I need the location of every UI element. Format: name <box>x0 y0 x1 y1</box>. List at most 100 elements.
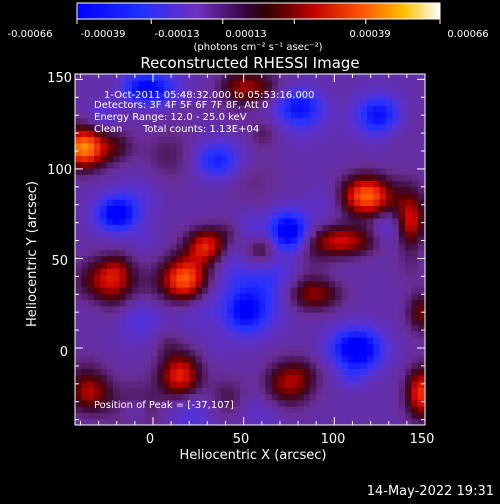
heatmap-cell <box>386 80 393 87</box>
heatmap-cell <box>176 205 184 213</box>
heatmap-cell <box>100 368 108 376</box>
plot-frame <box>74 73 426 426</box>
heatmap-cell <box>170 280 177 288</box>
heatmap-cell <box>233 374 241 382</box>
heatmap-cell <box>87 74 95 81</box>
heatmap-cell <box>341 349 349 357</box>
heatmap-cell <box>189 356 196 363</box>
heatmap-cell <box>278 255 285 263</box>
heatmap-cell <box>87 255 95 263</box>
heatmap-cell <box>328 362 336 369</box>
heatmap-cell <box>163 80 171 87</box>
heatmap-cell <box>259 412 266 420</box>
heatmap-cell <box>259 211 266 219</box>
heatmap-cell <box>373 80 381 87</box>
heatmap-cell <box>132 255 139 263</box>
heatmap-cell <box>170 86 177 94</box>
heatmap-cell <box>157 136 165 144</box>
heatmap-cell <box>284 418 292 425</box>
heatmap-cell <box>284 305 292 313</box>
heatmap-cell <box>252 124 260 131</box>
heatmap-cell <box>144 80 152 87</box>
heatmap-cell <box>81 142 89 150</box>
heatmap-cell <box>100 99 108 106</box>
heatmap-cell <box>335 399 342 407</box>
heatmap-cell <box>157 224 165 232</box>
heatmap-cell <box>354 224 362 232</box>
heatmap-cell <box>322 387 330 395</box>
heatmap-cell <box>170 174 177 181</box>
heatmap-cell <box>328 111 336 119</box>
heatmap-cell <box>100 186 108 194</box>
heatmap-cell <box>386 381 393 388</box>
heatmap-cell <box>386 74 393 81</box>
heatmap-cell <box>347 349 355 357</box>
heatmap-cell <box>208 287 216 294</box>
heatmap-cell <box>94 149 101 156</box>
heatmap-cell <box>354 362 362 369</box>
heatmap-cell <box>265 356 273 363</box>
heatmap-cell <box>113 393 120 401</box>
heatmap-cell <box>252 168 260 175</box>
heatmap-cell <box>379 337 387 344</box>
heatmap-cell <box>405 186 412 194</box>
heatmap-cell <box>201 356 209 363</box>
heatmap-cell <box>151 186 158 194</box>
heatmap-cell <box>75 249 82 257</box>
heatmap-cell <box>195 193 203 200</box>
heatmap-cell <box>379 155 387 163</box>
heatmap-cell <box>138 381 146 388</box>
heatmap-cell <box>405 243 412 250</box>
y-tick-label: 150 <box>47 71 72 86</box>
heatmap-cell <box>227 299 235 307</box>
heatmap-cell <box>265 305 273 313</box>
heatmap-cell <box>373 268 381 275</box>
heatmap-cell <box>214 161 222 169</box>
heatmap-cell <box>157 305 165 313</box>
heatmap-cell <box>341 330 349 338</box>
heatmap-cell <box>119 180 127 188</box>
heatmap-cell <box>366 337 374 344</box>
heatmap-cell <box>233 274 241 282</box>
heatmap-cell <box>335 349 342 357</box>
heatmap-cell <box>252 412 260 420</box>
heatmap-cell <box>163 249 171 257</box>
heatmap-cell <box>290 199 298 207</box>
heatmap-cell <box>119 236 127 244</box>
heatmap-cell <box>87 124 95 131</box>
heatmap-cell <box>392 199 400 207</box>
heatmap-cell <box>284 324 292 332</box>
heatmap-cell <box>411 255 419 263</box>
heatmap-cell <box>189 230 196 238</box>
heatmap-cell <box>227 86 235 94</box>
heatmap-cell <box>328 406 336 413</box>
heatmap-cell <box>157 412 165 420</box>
heatmap-cell <box>386 105 393 113</box>
heatmap-cell <box>81 249 89 257</box>
heatmap-cell <box>322 92 330 100</box>
heatmap-cell <box>392 86 400 94</box>
heatmap-cell <box>316 274 323 282</box>
heatmap-cell <box>265 255 273 263</box>
heatmap-cell <box>144 293 152 301</box>
heatmap-cell <box>176 243 184 250</box>
heatmap-cell <box>201 268 209 275</box>
heatmap-cell <box>87 387 95 395</box>
heatmap-cell <box>341 211 349 219</box>
heatmap-cell <box>316 117 323 125</box>
heatmap-cell <box>106 80 114 87</box>
heatmap-cell <box>379 149 387 156</box>
heatmap-cell <box>214 199 222 207</box>
heatmap-cell <box>271 149 279 156</box>
heatmap-cell <box>106 318 114 326</box>
heatmap-cell <box>341 205 349 213</box>
heatmap-cell <box>233 312 241 319</box>
heatmap-cell <box>113 99 120 106</box>
heatmap-cell <box>341 168 349 175</box>
heatmap-cell <box>335 130 342 138</box>
heatmap-cell <box>195 356 203 363</box>
heatmap-cell <box>322 418 330 425</box>
heatmap-cell <box>157 99 165 106</box>
heatmap-cell <box>138 293 146 301</box>
heatmap-cell <box>271 393 279 401</box>
